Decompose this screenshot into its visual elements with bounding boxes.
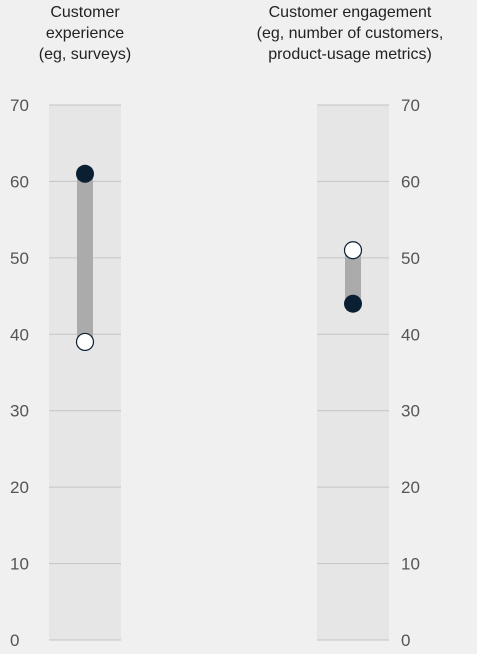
y-tick-label: 70 bbox=[10, 96, 29, 115]
y-tick-label: 20 bbox=[10, 478, 29, 497]
y-tick-label: 40 bbox=[401, 325, 420, 344]
y-tick-label: 20 bbox=[401, 478, 420, 497]
data-marks bbox=[75, 164, 363, 352]
y-tick-label: 30 bbox=[10, 402, 29, 421]
column-band bbox=[317, 105, 389, 640]
column-title-line: experience bbox=[45, 25, 125, 42]
column-title-line: Customer bbox=[50, 4, 120, 21]
y-tick-label: 10 bbox=[10, 555, 29, 574]
y-tick-label: 70 bbox=[401, 96, 420, 115]
y-tick-label: 0 bbox=[10, 631, 19, 650]
filled-marker bbox=[76, 164, 94, 183]
open-marker bbox=[75, 332, 95, 352]
y-tick-label: 50 bbox=[401, 249, 420, 268]
column-title-line: Customer engagement bbox=[268, 4, 432, 21]
y-tick-label: 40 bbox=[10, 325, 29, 344]
y-tick-label: 60 bbox=[10, 172, 29, 191]
axis-tick-labels: 0 10 20 30 40 50 60 70 0 10 20 30 40 50 60 70 bbox=[10, 96, 420, 650]
open-marker bbox=[343, 241, 363, 260]
y-tick-label: 60 bbox=[401, 172, 420, 191]
column-title-line: product-usage metrics) bbox=[268, 46, 432, 63]
column-bands bbox=[49, 105, 389, 640]
y-tick-label: 30 bbox=[401, 402, 420, 421]
y-tick-label: 0 bbox=[401, 631, 410, 650]
column-title-customer-engagement: Customer engagement (eg, number of custo… bbox=[215, 2, 477, 65]
column-title-customer-experience: Customer experience (eg, surveys) bbox=[15, 2, 155, 65]
column-title-line: (eg, number of customers, bbox=[256, 25, 444, 42]
column-title-line: (eg, surveys) bbox=[38, 46, 132, 63]
y-tick-label: 50 bbox=[10, 249, 29, 268]
filled-marker bbox=[344, 294, 362, 313]
y-tick-label: 10 bbox=[401, 555, 420, 574]
